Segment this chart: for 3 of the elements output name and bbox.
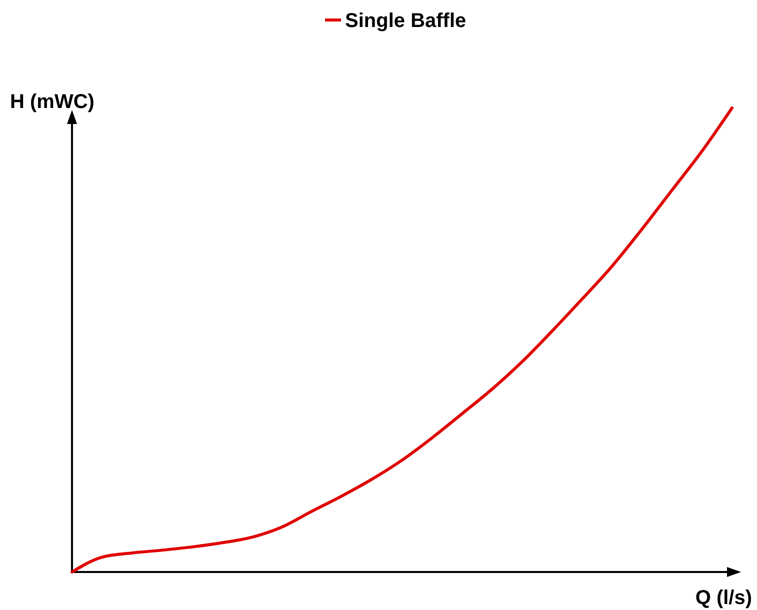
legend-label: Single Baffle [345, 10, 466, 32]
x-axis-title: Q (l/s) [695, 587, 752, 609]
y-axis-title: H (mWC) [10, 91, 94, 113]
